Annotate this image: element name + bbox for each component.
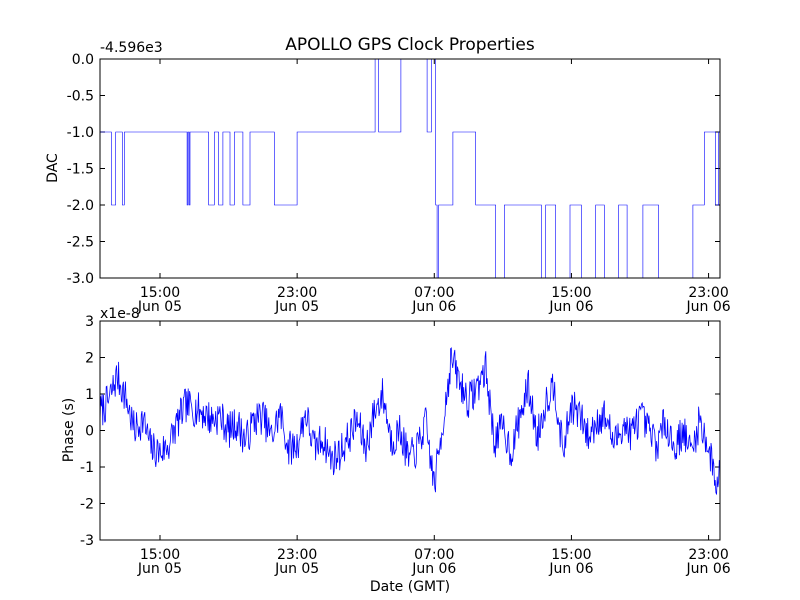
x-tick-label-date: Jun 05 [274,299,319,315]
y-tick-label: -2.0 [67,198,94,214]
dac-offset-text: -4.596e3 [100,40,163,56]
y-tick-label: 0.0 [72,52,94,68]
phase-offset-text: x1e-8 [100,306,140,322]
y-tick-label: -1.0 [67,125,94,141]
y-tick-label: -2 [80,497,94,513]
phase-plot-frame [99,320,721,541]
phase-ylabel: Phase (s) [61,398,77,462]
x-tick-label-date: Jun 06 [548,299,593,315]
chart-title: APOLLO GPS Clock Properties [285,35,535,55]
y-tick-label: 1 [85,387,94,403]
phase-xlabel: Date (GMT) [370,579,450,595]
y-tick-label: 0 [85,424,94,440]
x-tick-label-date: Jun 05 [137,299,182,315]
x-tick-label-time: 07:00 [414,547,454,563]
dac-ylabel: DAC [45,153,61,183]
x-tick-label-date: Jun 05 [137,561,182,577]
x-tick-label-date: Jun 05 [274,561,319,577]
x-tick-label-time: 23:00 [277,285,317,301]
x-tick-label-time: 15:00 [551,547,591,563]
dac-series-line [100,58,721,279]
x-tick-label-date: Jun 06 [686,299,731,315]
y-tick-label: -2.5 [67,235,94,251]
x-tick-label-time: 15:00 [551,285,591,301]
y-tick-label: -3.0 [67,271,94,287]
x-tick-label-time: 23:00 [688,285,728,301]
dac-plot-frame [99,58,721,279]
y-tick-label: -1 [80,460,94,476]
y-tick-label: 2 [85,351,94,367]
y-tick-label: -0.5 [67,89,94,105]
phase-series-line [99,347,721,496]
x-tick-label-date: Jun 06 [411,299,456,315]
y-tick-label: -1.5 [67,162,94,178]
x-tick-label-time: 23:00 [277,547,317,563]
x-tick-label-time: 15:00 [140,547,180,563]
x-tick-label-date: Jun 06 [686,561,731,577]
y-tick-label: -3 [80,533,94,549]
x-tick-label-time: 07:00 [414,285,454,301]
y-tick-label: 3 [85,314,94,330]
dac-chart: APOLLO GPS Clock Properties -4.596e3 DAC… [45,35,731,315]
x-tick-label-date: Jun 06 [548,561,593,577]
x-tick-label-date: Jun 06 [411,561,456,577]
x-tick-label-time: 15:00 [140,285,180,301]
x-tick-label-time: 23:00 [688,547,728,563]
